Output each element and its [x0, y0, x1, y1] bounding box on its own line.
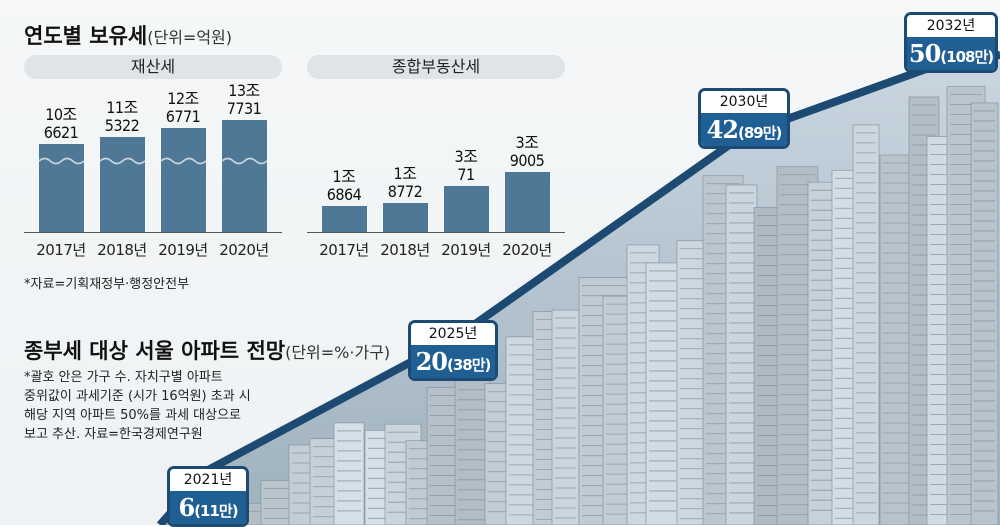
bar-value-label: 10조 6621	[31, 106, 91, 142]
bar-value-label: 12조 6771	[153, 90, 213, 126]
source-note-2: *괄호 안은 가구 수. 자치구별 아파트 중위값이 과세기준 (시가 16억원…	[24, 368, 251, 444]
chart-title-comprehensive-tax: 종합부동산세	[307, 55, 565, 79]
bar	[504, 172, 550, 232]
bar-label-line: 3조	[454, 146, 478, 166]
x-tick-label: 2020년	[219, 241, 269, 259]
building-shape	[725, 184, 758, 525]
callout-2032: 2032년 50(108만)	[904, 12, 998, 73]
callout-households: 38만	[452, 356, 486, 374]
callout-value: 50(108만)	[907, 37, 995, 70]
bar	[382, 203, 428, 232]
note-line: 중위값이 과세기준 (시가 16억원) 초과 시	[24, 389, 251, 404]
note-line: 보고 추산. 자료=한국경제연구원	[24, 427, 203, 442]
building-shape	[852, 124, 880, 525]
callout-year: 2032년	[907, 15, 995, 37]
bar-value-label: 11조 5322	[92, 99, 152, 135]
note-line: 해당 지역 아파트 50%를 과세 대상으로	[24, 408, 241, 423]
x-tick-label: 2018년	[380, 241, 430, 259]
bar-label-line: 6621	[43, 123, 79, 142]
building-shape	[551, 309, 580, 525]
bar	[160, 128, 206, 232]
bar-value-label: 3조 71	[436, 146, 496, 184]
source-note-1: *자료=기획재정부·행정안전부	[24, 277, 190, 292]
bar-label-line: 7731	[226, 99, 262, 118]
chart-title-property-tax: 재산세	[24, 55, 282, 79]
bar-label-line: 13조	[228, 81, 260, 100]
callout-value: 20(38만)	[411, 345, 495, 378]
section2-unit: (단위=%·가구)	[285, 343, 391, 362]
x-tick-label: 2019년	[158, 241, 208, 259]
bar	[443, 185, 489, 232]
callout-value: 42(89만)	[701, 113, 787, 146]
callout-2021: 2021년 6(11만)	[167, 466, 249, 527]
bar-label-line: 71	[457, 164, 475, 184]
callout-households: 89만	[743, 124, 777, 142]
callout-value: 6(11만)	[170, 491, 246, 524]
callout-2025: 2025년 20(38만)	[408, 320, 498, 381]
bar-label-line: 1조	[393, 164, 417, 184]
bar-label-line: 9005	[509, 151, 545, 170]
axis-break-mark	[221, 157, 267, 165]
callout-year: 2030년	[701, 91, 787, 113]
callout-2030: 2030년 42(89만)	[698, 88, 790, 149]
callout-households: 11만	[200, 502, 233, 520]
bar-label-line: 8772	[387, 182, 423, 202]
building-shape	[645, 262, 680, 525]
bar-label-line: 6771	[165, 107, 201, 127]
bar	[221, 120, 267, 232]
bar-label-line: 3조	[515, 133, 539, 152]
x-tick-label: 2018년	[97, 241, 147, 259]
x-axis-line-2	[307, 232, 565, 233]
callout-year: 2021년	[170, 469, 246, 491]
note-line: *괄호 안은 가구 수. 자치구별 아파트	[24, 370, 223, 385]
x-tick-label: 2019년	[441, 241, 491, 259]
building-shape	[970, 102, 999, 525]
x-tick-label: 2020년	[502, 241, 552, 259]
bar-label-line: 11조	[106, 98, 138, 118]
axis-break-mark	[38, 157, 84, 165]
axis-break-mark	[160, 157, 206, 165]
section2-title: 종부세 대상 서울 아파트 전망(단위=%·가구)	[24, 335, 390, 365]
bar-label-line: 6864	[326, 185, 362, 205]
axis-break-mark	[99, 157, 145, 165]
x-tick-label: 2017년	[319, 241, 369, 259]
section1-title: 연도별 보유세(단위=억원)	[24, 20, 232, 50]
bar-value-label: 1조 6864	[314, 168, 374, 204]
bar-value-label: 1조 8772	[375, 165, 435, 201]
x-tick-label: 2017년	[36, 241, 86, 259]
section1-unit: (단위=억원)	[147, 28, 233, 47]
callout-households: 108만	[946, 48, 988, 66]
bar	[99, 137, 145, 232]
building-shape	[333, 422, 365, 525]
bar-label-line: 5322	[104, 116, 140, 136]
bar-label-line: 1조	[332, 167, 356, 187]
callout-percent: 6	[178, 493, 195, 522]
callout-percent: 50	[908, 39, 941, 68]
x-axis-line-1	[24, 232, 282, 233]
callout-percent: 20	[415, 347, 448, 376]
section2-title-text: 종부세 대상 서울 아파트 전망	[24, 339, 286, 363]
callout-year: 2025년	[411, 323, 495, 345]
section1-title-text: 연도별 보유세	[24, 24, 148, 48]
bar	[321, 206, 367, 232]
bar-value-label: 13조 7731	[214, 82, 274, 118]
bar-label-line: 12조	[167, 89, 199, 109]
callout-percent: 42	[706, 115, 739, 144]
bar-label-line: 10조	[45, 105, 77, 124]
bar-value-label: 3조 9005	[497, 134, 557, 170]
